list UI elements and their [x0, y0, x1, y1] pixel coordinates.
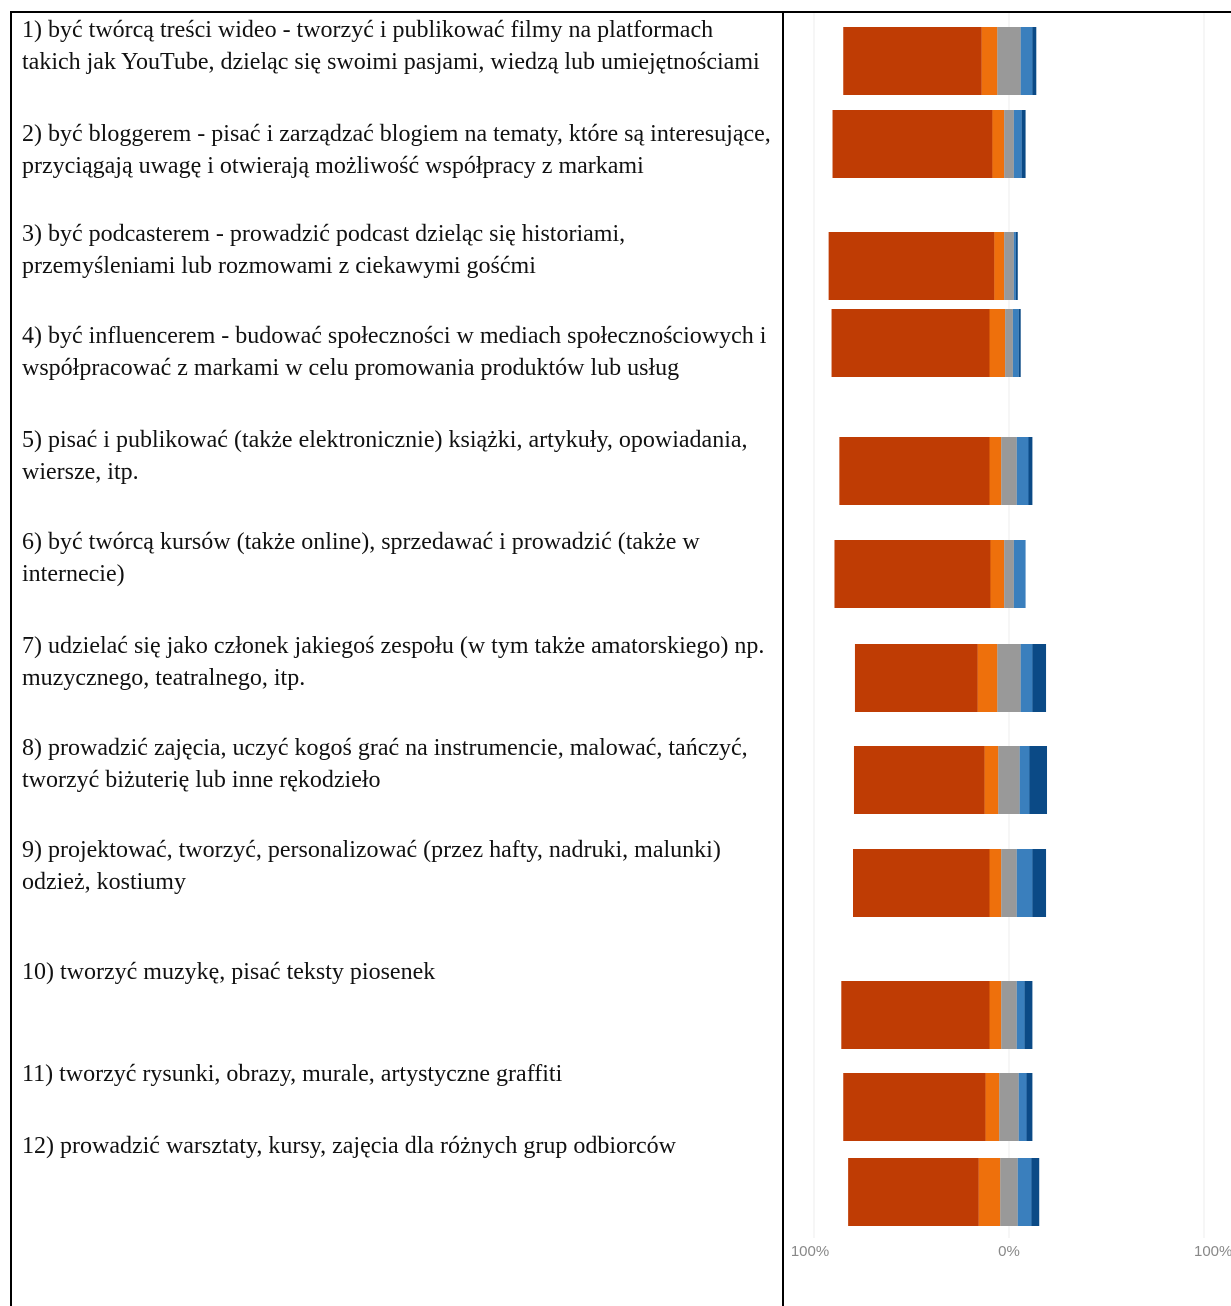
bar-segment-5-1	[839, 437, 990, 505]
bar-segment-1-2	[981, 27, 998, 95]
bar-segment-12-5	[1031, 1158, 1040, 1226]
bar-row-3	[828, 232, 1018, 300]
item-label-5: 5) pisać i publikować (także elektronicz…	[22, 427, 748, 485]
bar-segment-2-4	[1013, 110, 1022, 178]
bar-segment-10-1	[841, 981, 990, 1049]
bar-segment-12-2	[978, 1158, 1001, 1226]
bar-segment-4-3	[1005, 309, 1013, 377]
item-label-4: 4) być influencerem - budować społecznoś…	[22, 323, 767, 381]
bar-segment-8-3	[998, 746, 1020, 814]
bar-row-12	[848, 1158, 1040, 1226]
bar-segment-8-1	[853, 746, 985, 814]
bar-row-7	[854, 644, 1047, 712]
bar-segment-1-4	[1020, 27, 1033, 95]
bar-segment-3-3	[1004, 232, 1014, 300]
bar-segment-4-1	[831, 309, 990, 377]
bar-segment-9-5	[1032, 849, 1047, 917]
bar-row-8	[853, 746, 1048, 814]
bar-row-11	[843, 1073, 1033, 1141]
bar-segment-11-1	[843, 1073, 986, 1141]
bar-row-10	[841, 981, 1033, 1049]
item-label-12: 12) prowadzić warsztaty, kursy, zajęcia …	[22, 1133, 676, 1159]
bar-segment-11-4	[1018, 1073, 1027, 1141]
bar-segment-8-2	[984, 746, 999, 814]
table-frame	[10, 11, 1231, 1306]
bar-segment-11-2	[985, 1073, 1000, 1141]
bar-segment-6-1	[834, 540, 991, 608]
bar-segment-1-5	[1032, 27, 1037, 95]
bar-segment-2-3	[1004, 110, 1014, 178]
item-label-11: 11) tworzyć rysunki, obrazy, murale, art…	[22, 1061, 563, 1087]
diverging-bar-chart: 100% 0% 100%	[791, 13, 1231, 1260]
bar-segment-2-2	[992, 110, 1005, 178]
bar-row-6	[834, 540, 1026, 608]
bar-segment-5-5	[1028, 437, 1033, 505]
x-tick-label-1: 100%	[791, 1243, 829, 1260]
bar-segment-11-3	[999, 1073, 1019, 1141]
chart-bars	[828, 27, 1048, 1226]
bar-segment-3-1	[828, 232, 995, 300]
bar-segment-5-4	[1016, 437, 1029, 505]
bar-segment-12-1	[848, 1158, 979, 1226]
bar-segment-8-4	[1019, 746, 1030, 814]
bar-segment-7-5	[1032, 644, 1047, 712]
bar-segment-9-3	[1001, 849, 1017, 917]
item-label-2: 2) być bloggerem - pisać i zarządzać blo…	[22, 121, 771, 179]
bar-segment-2-1	[832, 110, 993, 178]
item-label-8: 8) prowadzić zajęcia, uczyć kogoś grać n…	[22, 735, 748, 793]
item-label-1: 1) być twórcą treści wideo - tworzyć i p…	[22, 17, 760, 75]
bar-segment-5-2	[989, 437, 1002, 505]
bar-segment-10-5	[1024, 981, 1033, 1049]
bar-segment-5-3	[1001, 437, 1017, 505]
bar-segment-3-5	[1015, 232, 1018, 300]
x-tick-label-2: 0%	[998, 1243, 1020, 1260]
item-label-3: 3) być podcasterem - prowadzić podcast d…	[22, 221, 626, 279]
bar-segment-9-2	[989, 849, 1002, 917]
bar-segment-11-5	[1026, 1073, 1033, 1141]
chart-grid	[813, 13, 1205, 1238]
item-label-10: 10) tworzyć muzykę, pisać teksty piosene…	[22, 959, 436, 985]
item-label-7: 7) udzielać się jako członek jakiegoś ze…	[22, 633, 765, 691]
column-divider	[782, 11, 784, 1306]
bar-segment-6-2	[990, 540, 1005, 608]
bar-segment-7-4	[1020, 644, 1033, 712]
bar-segment-12-3	[1000, 1158, 1018, 1226]
bar-segment-10-3	[1001, 981, 1017, 1049]
bar-segment-9-4	[1016, 849, 1033, 917]
bar-segment-8-5	[1029, 746, 1048, 814]
bar-segment-4-2	[989, 309, 1006, 377]
bar-segment-10-4	[1016, 981, 1025, 1049]
bar-segment-4-5	[1018, 309, 1021, 377]
bar-row-5	[839, 437, 1033, 505]
bar-segment-7-2	[977, 644, 998, 712]
x-tick-label-3: 100%	[1194, 1243, 1231, 1260]
bar-row-9	[853, 849, 1047, 917]
bar-segment-7-1	[854, 644, 978, 712]
bar-segment-10-2	[989, 981, 1002, 1049]
item-label-9: 9) projektować, tworzyć, personalizować …	[22, 837, 721, 895]
item-label-6: 6) być twórcą kursów (także online), spr…	[22, 529, 700, 587]
bar-row-2	[832, 110, 1026, 178]
bar-segment-4-4	[1012, 309, 1019, 377]
bar-segment-9-1	[853, 849, 990, 917]
bar-segment-6-3	[1004, 540, 1014, 608]
bar-segment-1-1	[843, 27, 982, 95]
bar-segment-1-3	[997, 27, 1021, 95]
bar-segment-3-2	[994, 232, 1005, 300]
chart-ticks: 100% 0% 100%	[791, 1243, 1231, 1260]
bar-row-1	[843, 27, 1037, 95]
bar-segment-2-5	[1021, 110, 1026, 178]
bar-segment-6-4	[1013, 540, 1026, 608]
bar-segment-3-4	[1013, 232, 1016, 300]
bar-segment-7-3	[997, 644, 1021, 712]
bar-row-4	[831, 309, 1021, 377]
bar-segment-12-4	[1017, 1158, 1032, 1226]
